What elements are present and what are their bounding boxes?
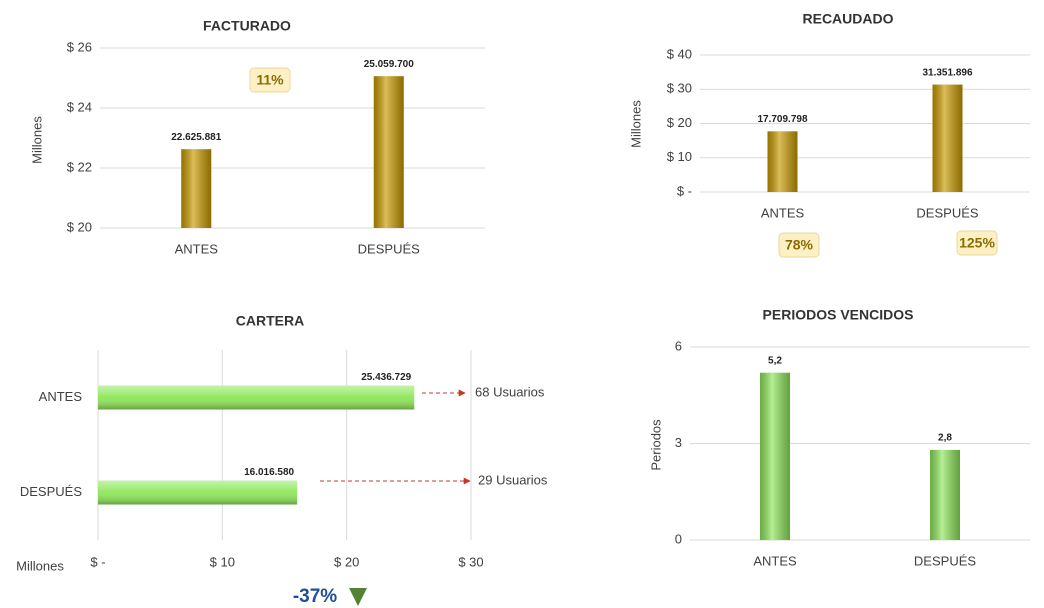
value-label: 25.436.729: [361, 372, 411, 383]
x-tick-label: DESPUÉS: [914, 553, 976, 568]
annotation: 68 Usuarios: [475, 384, 545, 399]
y-tick-label: 6: [675, 338, 682, 353]
annotation-box: [249, 67, 291, 93]
x-tick-label: ANTES: [761, 205, 805, 220]
value-label: 2,8: [938, 433, 952, 444]
chart-title: PERIODOS VENCIDOS: [763, 307, 914, 323]
value-label: 16.016.580: [244, 467, 294, 478]
x-tick-label: ANTES: [753, 553, 797, 568]
value-label: 17.709.798: [757, 114, 807, 125]
bar-shade: [373, 76, 404, 228]
annotation-box: [956, 230, 998, 256]
annotation: -37%: [293, 586, 337, 607]
x-tick-label: ANTES: [175, 241, 219, 256]
bar-shade: [760, 372, 790, 540]
y-tick-label: $ 40: [667, 46, 692, 61]
bar-shade: [767, 131, 798, 192]
x-tick-label: $ 30: [458, 554, 483, 569]
y-tick-label: ANTES: [39, 389, 83, 404]
y-tick-label: 3: [675, 435, 682, 450]
y-tick-label: $ 20: [67, 219, 92, 234]
y-tick-label: $ 26: [67, 39, 92, 54]
y-tick-label: 0: [675, 531, 682, 546]
y-tick-label: $ 10: [667, 149, 692, 164]
value-label: 31.351.896: [922, 67, 972, 78]
bar-shade: [932, 84, 963, 192]
value-label: 25.059.700: [364, 59, 414, 70]
chart-title: CARTERA: [236, 313, 304, 329]
chart-title: RECAUDADO: [803, 11, 894, 27]
x-tick-label: DESPUÉS: [916, 205, 978, 220]
annotation-box: [778, 232, 820, 258]
y-tick-label: $ 24: [67, 99, 92, 114]
y-axis-label: Millones: [29, 116, 44, 164]
y-axis-label: Periodos: [648, 419, 663, 471]
value-label: 22.625.881: [171, 132, 221, 143]
bar-shade: [181, 149, 212, 228]
y-axis-label: Millones: [628, 100, 643, 148]
x-tick-label: $ 20: [334, 554, 359, 569]
value-label: 5,2: [768, 355, 782, 366]
annotation: 125%: [959, 235, 995, 251]
x-tick-label: $ 10: [210, 554, 235, 569]
bar-shade: [930, 449, 960, 540]
x-tick-label: DESPUÉS: [358, 241, 420, 256]
annotation: 78%: [785, 237, 814, 253]
down-triangle: [349, 588, 367, 606]
x-tick-label: $ -: [90, 554, 105, 569]
y-tick-label: DESPUÉS: [20, 484, 82, 499]
y-tick-label: $ -: [677, 183, 692, 198]
bar-shade: [98, 385, 415, 410]
x-axis-label: Millones: [16, 558, 64, 573]
chart-title: FACTURADO: [203, 18, 291, 34]
annotation: 11%: [256, 72, 284, 88]
annotation: 29 Usuarios: [478, 472, 548, 487]
y-tick-label: $ 20: [667, 115, 692, 130]
y-tick-label: $ 30: [667, 81, 692, 96]
bar-shade: [98, 480, 298, 505]
y-tick-label: $ 22: [67, 159, 92, 174]
